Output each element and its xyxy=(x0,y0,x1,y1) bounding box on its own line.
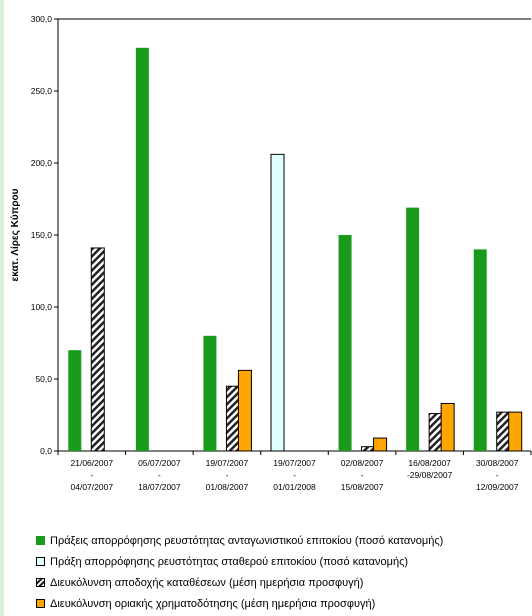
x-tick-label: 21/06/2007 xyxy=(71,458,114,468)
bar-series-1 xyxy=(338,235,352,451)
y-axis-label: εκατ. Λίρες Κύπρου xyxy=(10,188,21,281)
bar-series-4 xyxy=(508,411,523,452)
y-tick-label: 100,0 xyxy=(31,302,53,312)
x-tick-label: 02/08/2007 xyxy=(341,458,384,468)
legend-label-deposit-facility: Διευκόλυνση αποδοχής καταθέσεων (μέση ημ… xyxy=(50,576,364,589)
bar-series-1 xyxy=(473,249,487,451)
chart-legend: Πράξεις απορρόφησης ρευστότητας ανταγωνι… xyxy=(36,530,526,614)
x-tick-label: - xyxy=(293,470,296,480)
legend-swatch-competitive xyxy=(36,536,45,545)
x-tick-label: 15/08/2007 xyxy=(341,482,384,492)
x-tick-label: - xyxy=(90,470,93,480)
x-tick-label: - xyxy=(226,470,229,480)
y-tick-label: 0,0 xyxy=(40,446,52,456)
bar-series-3 xyxy=(361,446,376,452)
legend-label-marginal-lending: Διευκόλυνση οριακής χρηματοδότησης (μέση… xyxy=(50,597,376,610)
x-tick-label: - xyxy=(158,470,161,480)
legend-item-deposit-facility: Διευκόλυνση αποδοχής καταθέσεων (μέση ημ… xyxy=(36,572,526,593)
legend-swatch-marginal-lending xyxy=(36,599,45,608)
x-tick-label: 19/07/2007 xyxy=(273,458,316,468)
bar-series-3 xyxy=(225,385,240,452)
bar-series-3 xyxy=(496,411,511,452)
y-tick-label: 150,0 xyxy=(31,230,53,240)
bar-series-2 xyxy=(270,153,285,452)
x-tick-label: 19/07/2007 xyxy=(206,458,249,468)
x-tick-label: 30/08/2007 xyxy=(476,458,519,468)
legend-item-competitive: Πράξεις απορρόφησης ρευστότητας ανταγωνι… xyxy=(36,530,526,551)
bar-series-4 xyxy=(440,402,455,452)
bar-series-1 xyxy=(135,47,149,452)
bar-series-3 xyxy=(90,247,105,452)
bar-series-4 xyxy=(237,369,252,452)
x-tick-label: 16/08/2007 xyxy=(408,458,451,468)
x-tick-label: - xyxy=(496,470,499,480)
legend-item-marginal-lending: Διευκόλυνση οριακής χρηματοδότησης (μέση… xyxy=(36,593,526,614)
y-tick-label: 250,0 xyxy=(31,86,53,96)
bar-series-3 xyxy=(428,413,443,452)
x-tick-label: 01/01/2008 xyxy=(273,482,316,492)
x-tick-label: 12/09/2007 xyxy=(476,482,519,492)
x-tick-label: -29/08/2007 xyxy=(407,470,453,480)
bar-series-4 xyxy=(373,437,388,452)
x-tick-label: - xyxy=(361,470,364,480)
bar-series-1 xyxy=(406,207,420,451)
legend-swatch-deposit-facility xyxy=(36,578,45,587)
x-tick-label: 01/08/2007 xyxy=(206,482,249,492)
bar-series-1 xyxy=(68,350,82,451)
legend-swatch-fixed-rate xyxy=(36,557,45,566)
x-tick-label: 18/07/2007 xyxy=(138,482,181,492)
legend-label-fixed-rate: Πράξη απορρόφησης ρευστότητας σταθερού ε… xyxy=(50,555,409,568)
y-tick-label: 50,0 xyxy=(35,374,52,384)
x-tick-label: 05/07/2007 xyxy=(138,458,181,468)
legend-item-fixed-rate: Πράξη απορρόφησης ρευστότητας σταθερού ε… xyxy=(36,551,526,572)
bar-series-1 xyxy=(203,335,217,451)
y-tick-label: 200,0 xyxy=(31,158,53,168)
y-tick-label: 300,0 xyxy=(31,14,53,24)
left-accent-strip xyxy=(0,0,4,616)
x-tick-label: 04/07/2007 xyxy=(71,482,114,492)
legend-label-competitive: Πράξεις απορρόφησης ρευστότητας ανταγωνι… xyxy=(50,534,444,547)
